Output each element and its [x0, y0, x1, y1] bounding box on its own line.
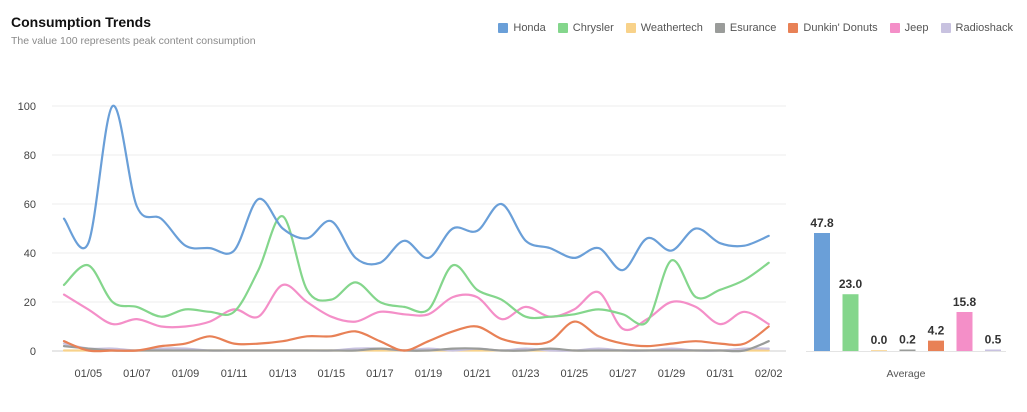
legend-label: Jeep	[904, 22, 929, 34]
legend-label: Esurance	[729, 22, 777, 34]
x-tick-label: 01/17	[366, 368, 394, 380]
x-tick-label: 01/29	[658, 368, 686, 380]
legend-label: Dunkin' Donuts	[803, 22, 878, 34]
x-tick-label: 01/27	[609, 368, 637, 380]
y-tick-label: 0	[30, 346, 36, 358]
x-tick-label: 01/19	[415, 368, 443, 380]
legend-label: Weathertech	[640, 22, 703, 34]
y-tick-label: 80	[24, 150, 36, 162]
bar-value-label: 23.0	[839, 277, 863, 291]
legend-item-honda[interactable]: Honda	[498, 22, 546, 34]
chart-subtitle: The value 100 represents peak content co…	[11, 35, 256, 47]
bar-dunkin-donuts[interactable]	[928, 340, 944, 351]
legend-swatch	[557, 23, 568, 33]
legend-swatch	[889, 23, 900, 33]
x-tick-label: 01/07	[123, 368, 151, 380]
bar-honda[interactable]	[814, 233, 830, 351]
legend-swatch	[940, 23, 951, 33]
x-tick-label: 01/11	[221, 368, 248, 380]
x-tick-label: 01/09	[172, 368, 200, 380]
series-line-honda[interactable]	[62, 104, 770, 272]
legend-swatch	[788, 23, 799, 33]
bar-chrysler[interactable]	[842, 294, 859, 351]
x-tick-label: 01/05	[75, 368, 103, 380]
x-tick-label: 01/31	[706, 368, 734, 380]
legend-item-esurance[interactable]: Esurance	[714, 22, 777, 34]
chart-legend: Honda Chrysler Weathertech Esurance Dunkin' …	[498, 22, 1013, 34]
series-line-esurance[interactable]	[62, 340, 770, 353]
bar-value-label: 15.8	[953, 295, 977, 309]
chart-title: Consumption Trends	[11, 14, 151, 30]
x-tick-label: 02/02	[755, 368, 783, 380]
legend-item-weathertech[interactable]: Weathertech	[625, 22, 703, 34]
bar-radioshack[interactable]	[985, 349, 1001, 352]
legend-item-jeep[interactable]: Jeep	[889, 22, 929, 34]
legend-label: Honda	[513, 22, 546, 34]
legend-item-dunkin-donuts[interactable]: Dunkin' Donuts	[788, 22, 878, 34]
legend-swatch	[498, 23, 509, 33]
y-tick-label: 60	[24, 199, 36, 211]
bar-value-label: 0.0	[871, 333, 888, 347]
series-line-chrysler[interactable]	[62, 215, 770, 326]
x-tick-label: 01/23	[512, 368, 540, 380]
x-tick-label: 01/15	[318, 368, 346, 380]
legend-item-chrysler[interactable]: Chrysler	[557, 22, 614, 34]
series-line-jeep[interactable]	[62, 283, 770, 332]
bar-value-label: 47.8	[810, 216, 834, 230]
bar-esurance[interactable]	[899, 349, 916, 352]
bar-axis-label: Average	[887, 368, 926, 380]
x-tick-label: 01/21	[463, 368, 491, 380]
bar-value-label: 0.2	[899, 333, 916, 347]
bar-value-label: 4.2	[928, 324, 945, 338]
x-tick-label: 01/13	[269, 368, 297, 380]
y-tick-label: 100	[18, 101, 36, 113]
legend-item-radioshack[interactable]: Radioshack	[940, 22, 1013, 34]
series-line-dunkin-donuts[interactable]	[62, 320, 770, 353]
legend-swatch	[625, 23, 636, 33]
bar-value-label: 0.5	[985, 333, 1002, 347]
bar-weathertech[interactable]	[871, 350, 887, 351]
y-tick-label: 20	[24, 297, 36, 309]
y-tick-label: 40	[24, 248, 36, 260]
legend-swatch	[714, 23, 725, 33]
x-tick-label: 01/25	[561, 368, 589, 380]
legend-label: Chrysler	[572, 22, 614, 34]
legend-label: Radioshack	[955, 22, 1013, 34]
bar-jeep[interactable]	[956, 311, 973, 351]
